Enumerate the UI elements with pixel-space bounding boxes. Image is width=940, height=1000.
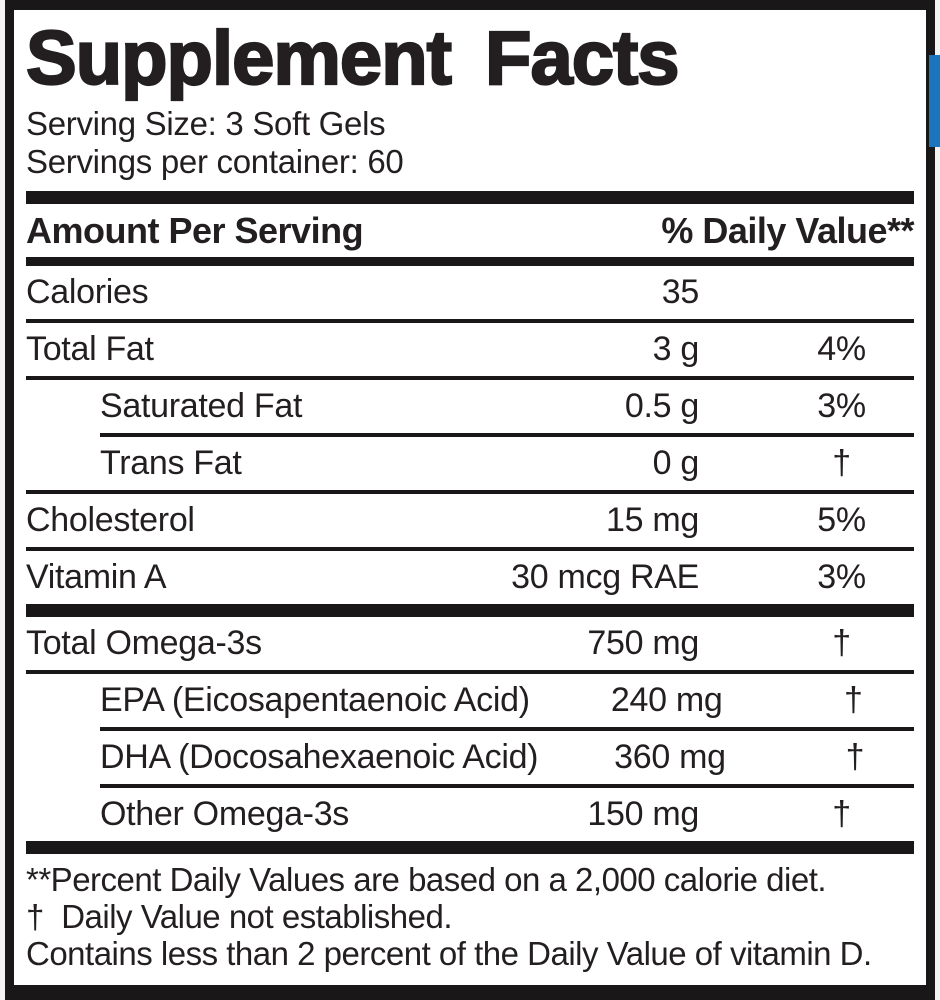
nutrient-amount: 750 mg (587, 624, 699, 663)
nutrient-amount: 3 g (652, 330, 700, 369)
nutrient-amount: 0.5 g (624, 387, 699, 426)
row-separator (100, 784, 914, 789)
nutrient-name: Cholesterol (26, 501, 195, 540)
nutrient-daily-value: 3% (817, 558, 866, 597)
nutrient-daily-value: 4% (817, 330, 866, 369)
nutrient-name: Vitamin A (26, 558, 167, 597)
nutrient-name: DHA (Docosahexaenoic Acid) (100, 738, 539, 777)
nutrient-row: Trans Fat 0 g † (26, 437, 914, 490)
nutrient-row: Cholesterol 15 mg 5% (26, 494, 914, 547)
serving-info: Serving Size: 3 Soft Gels Servings per c… (26, 105, 914, 181)
nutrient-amount: 240 mg (610, 681, 723, 720)
row-separator (26, 670, 914, 675)
nutrient-daily-value: 5% (817, 501, 866, 540)
nutrient-rows-main: Calories 35 Total Fat 3 g 4% Saturated F… (26, 266, 914, 604)
nutrient-row: DHA (Docosahexaenoic Acid) 360 mg † (26, 731, 914, 784)
nutrient-amount: 360 mg (614, 738, 726, 777)
nutrient-row: Saturated Fat 0.5 g 3% (26, 380, 914, 433)
nutrient-name: Calories (26, 273, 149, 312)
nutrient-row: Other Omega-3s 150 mg † (26, 788, 914, 841)
nutrient-daily-value: † (832, 795, 851, 834)
nutrient-daily-value: † (832, 444, 851, 483)
column-header-row: Amount Per Serving % Daily Value** (26, 204, 914, 257)
thick-divider-top (26, 191, 914, 205)
nutrient-daily-value: 3% (817, 387, 866, 426)
footnote-dagger: † Daily Value not established. (26, 898, 453, 936)
nutrient-name: Other Omega-3s (100, 795, 350, 834)
nutrient-amount: 15 mg (606, 501, 699, 540)
thick-divider-omega (26, 604, 914, 618)
row-separator (100, 727, 914, 732)
servings-per-container-text: Servings per container: 60 (26, 143, 404, 181)
nutrient-row: EPA (Eicosapentaenoic Acid) 240 mg † (26, 674, 914, 727)
row-separator (100, 433, 914, 438)
nutrient-name: Total Omega-3s (26, 624, 262, 663)
footnote-dv-basis: **Percent Daily Values are based on a 2,… (26, 861, 827, 899)
nutrient-name: EPA (Eicosapentaenoic Acid) (100, 681, 530, 720)
row-separator (26, 490, 914, 495)
serving-size-text: Serving Size: 3 Soft Gels (26, 105, 386, 143)
nutrient-daily-value: † (843, 681, 863, 720)
nutrient-amount: 30 mcg RAE (511, 558, 699, 597)
daily-value-header: % Daily Value** (661, 209, 914, 251)
nutrient-name: Saturated Fat (100, 387, 303, 426)
nutrient-daily-value: † (845, 738, 865, 777)
nutrient-rows-omega: Total Omega-3s 750 mg † EPA (Eicosapenta… (26, 617, 914, 841)
amount-per-serving-header: Amount Per Serving (26, 209, 364, 251)
row-separator (26, 319, 914, 324)
nutrient-amount: 150 mg (587, 795, 699, 834)
row-separator (26, 547, 914, 552)
nutrient-amount: 0 g (652, 444, 700, 483)
nutrient-row: Vitamin A 30 mcg RAE 3% (26, 551, 914, 604)
nutrient-row: Total Fat 3 g 4% (26, 323, 914, 376)
nutrient-amount: 35 (661, 273, 700, 312)
thick-divider-footnotes (26, 841, 914, 855)
medium-divider-header (26, 257, 914, 267)
label-title: Supplement Facts (25, 15, 681, 102)
row-separator (26, 376, 914, 381)
nutrient-row: Calories 35 (26, 266, 914, 319)
footnotes: **Percent Daily Values are based on a 2,… (26, 854, 914, 972)
supplement-facts-label: Supplement Facts Serving Size: 3 Soft Ge… (5, 0, 935, 1000)
nutrient-name: Total Fat (26, 330, 154, 369)
nutrient-row: Total Omega-3s 750 mg † (26, 617, 914, 670)
footnote-vitamin-d: Contains less than 2 percent of the Dail… (26, 935, 872, 973)
blue-accent-bar (929, 55, 940, 147)
nutrient-daily-value: † (832, 624, 851, 663)
nutrient-name: Trans Fat (100, 444, 242, 483)
